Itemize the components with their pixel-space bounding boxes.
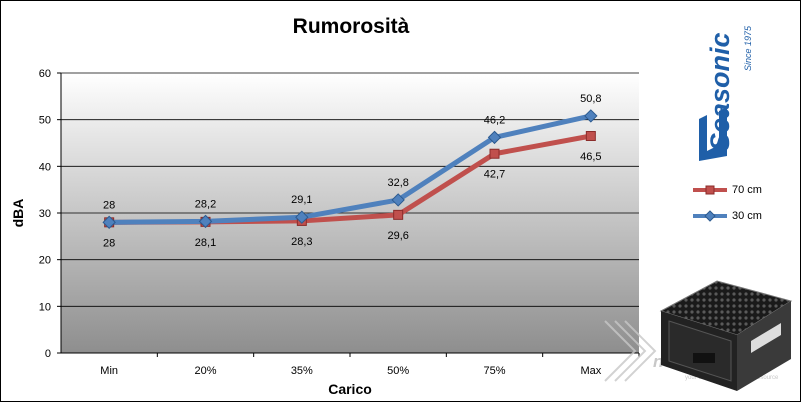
legend-label-30cm: 30 cm — [732, 210, 762, 222]
data-point — [102, 215, 116, 230]
x-tick-label: Max — [580, 365, 601, 377]
y-tick-label: 20 — [39, 255, 51, 267]
x-axis-ticks: Min 20% 35% 50% 75% Max — [100, 353, 640, 377]
data-label: 28 — [103, 237, 115, 249]
x-axis-title: Carico — [328, 381, 372, 397]
y-tick-label: 0 — [45, 348, 51, 360]
data-label: 28,1 — [195, 237, 216, 249]
data-label: 32,8 — [387, 177, 408, 189]
x-tick-label: 20% — [194, 365, 216, 377]
y-tick-label: 50 — [39, 115, 51, 127]
y-axis-ticks: 0 10 20 30 40 50 60 — [39, 68, 61, 360]
data-label: 28 — [103, 199, 115, 211]
svg-text:Since 1975: Since 1975 — [743, 25, 753, 71]
x-tick-label: 50% — [387, 365, 409, 377]
legend-swatch-70cm — [693, 185, 727, 195]
x-tick-label: 75% — [483, 365, 505, 377]
data-point — [295, 210, 309, 224]
data-label: 42,7 — [484, 169, 505, 181]
legend-swatch-30cm — [693, 210, 727, 222]
data-label: 46,2 — [484, 114, 505, 126]
chart-title: Rumorosità — [292, 15, 410, 38]
seasonic-logo: Seasonic Since 1975 — [699, 25, 753, 161]
svg-text:Seasonic: Seasonic — [705, 32, 735, 151]
data-point — [584, 109, 598, 123]
x-tick-label: Min — [100, 365, 118, 377]
y-tick-label: 60 — [39, 68, 51, 80]
legend-label-70cm: 70 cm — [732, 184, 762, 196]
y-tick-label: 40 — [39, 161, 51, 173]
data-point — [391, 193, 405, 207]
data-label: 28,3 — [291, 236, 312, 248]
data-labels: 28 28,1 28,3 29,6 42,7 46,5 28 28,2 29,1 32,8 46,2… — [103, 93, 602, 249]
psu-product-image — [659, 280, 793, 391]
data-label: 28,2 — [195, 198, 216, 210]
series-line-30cm — [109, 113, 592, 225]
data-point — [487, 130, 502, 145]
y-tick-label: 10 — [39, 301, 51, 313]
legend: 70 cm 30 cm — [693, 177, 793, 229]
data-label: 50,8 — [580, 93, 601, 105]
data-label: 29,1 — [291, 194, 312, 206]
data-point — [198, 214, 213, 229]
legend-item-30cm: 30 cm — [693, 203, 793, 229]
data-point — [489, 148, 500, 159]
data-point — [585, 131, 596, 141]
data-label: 29,6 — [387, 230, 408, 242]
data-label: 46,5 — [580, 151, 601, 163]
legend-item-70cm: 70 cm — [693, 177, 793, 203]
series-layer — [102, 109, 598, 230]
data-point — [393, 209, 404, 220]
x-tick-label: 35% — [291, 365, 313, 377]
y-tick-label: 30 — [39, 208, 51, 220]
y-axis-title: dBA — [10, 199, 26, 228]
